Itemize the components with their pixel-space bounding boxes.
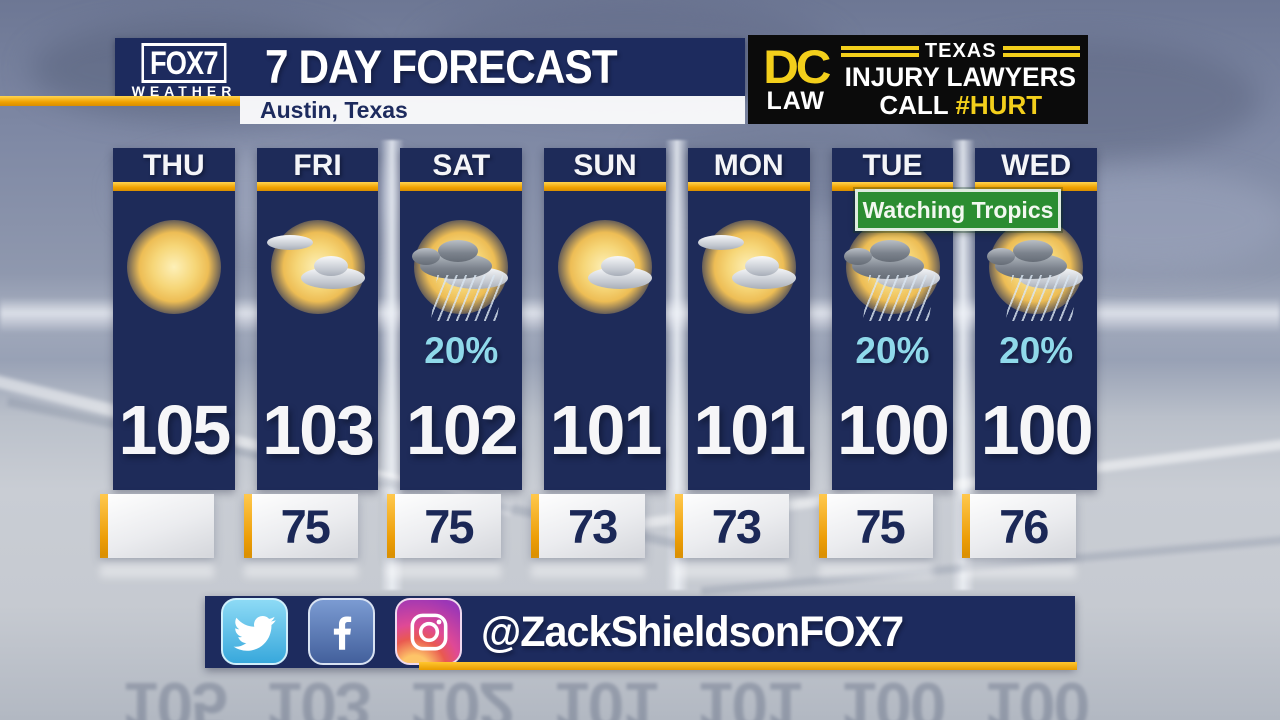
low-box-reflection (100, 562, 214, 578)
sponsor-hashtag: #HURT (955, 90, 1043, 120)
location-strip: Austin, Texas (240, 96, 745, 124)
partly-cloudy-icon (688, 211, 810, 329)
sponsor-ad: DC LAW TEXAS INJURY LAWYERS CALL #HURT (748, 35, 1088, 124)
low-temp-box: 73 (674, 494, 789, 558)
gold-divider (113, 182, 235, 191)
high-temp: 101 (549, 390, 663, 469)
scattered-storms-icon (400, 211, 522, 329)
sunny-icon (113, 211, 235, 329)
low-temp: 76 (999, 499, 1049, 553)
precip-chance: 20% (855, 330, 930, 371)
low-temp-box: 76 (962, 494, 1077, 558)
day-label: WED (1001, 149, 1072, 182)
gold-divider (831, 182, 954, 191)
high-temp: 102 (405, 390, 519, 469)
gold-divider (544, 182, 666, 191)
low-temp: 75 (280, 499, 331, 553)
watching-tropics-label: Watching Tropics (862, 196, 1054, 223)
low-temp-box: 75 (818, 494, 933, 558)
low-box-reflection (531, 562, 646, 578)
day-label: THU (143, 149, 205, 182)
low-temp-box: 75 (243, 494, 358, 558)
facebook-icon (308, 598, 375, 665)
instagram-icon (395, 598, 462, 665)
precip-chance: 20% (424, 330, 499, 371)
social-bar: @ZackShieldsonFOX7 (205, 596, 1077, 670)
high-temp: 101 (693, 390, 806, 469)
low-box-reflection (674, 562, 789, 578)
gold-divider (400, 182, 523, 191)
low-temp: 75 (424, 499, 474, 553)
low-temp (108, 494, 214, 558)
high-temp: 103 (262, 390, 375, 469)
forecast-column-sat: SAT 20% 102 75 (387, 148, 523, 578)
forecast-column-fri: FRI 103 75 (243, 148, 379, 578)
gold-bars-right (1002, 46, 1081, 57)
sponsor-region-row: TEXAS (841, 40, 1081, 63)
reflected-high-temp: 100 (984, 669, 1089, 720)
gold-divider (975, 182, 1098, 191)
scattered-storms-icon (832, 211, 954, 329)
page-title: 7 DAY FORECAST (265, 40, 618, 93)
sponsor-logo-bottom: LAW (766, 87, 825, 115)
header-banner: FOX7 WEATHER 7 DAY FORECAST (115, 38, 745, 99)
low-box-reflection (243, 562, 358, 578)
day-label: TUE (862, 149, 923, 182)
low-temp-box: 75 (387, 494, 502, 558)
low-box-reflection (818, 562, 933, 578)
day-label: SAT (432, 149, 491, 182)
twitter-icon (221, 598, 288, 665)
sponsor-tagline: INJURY LAWYERS (845, 62, 1077, 92)
low-box-reflection (387, 562, 502, 578)
precip-chance (257, 329, 379, 373)
day-label: SUN (573, 149, 637, 182)
sponsor-logo: DC LAW (756, 40, 835, 119)
scattered-storms-icon (975, 211, 1097, 329)
low-temp: 73 (568, 499, 618, 553)
precip-chance (113, 329, 235, 373)
station-logo: FOX7 WEATHER (125, 43, 243, 99)
low-box-reflection (962, 562, 1077, 578)
forecast-column-thu: THU 105 (100, 148, 235, 578)
high-temp: 100 (837, 390, 950, 469)
gold-divider (687, 182, 810, 191)
forecast-column-sun: SUN 101 73 (531, 148, 666, 578)
low-temp-box (100, 494, 214, 558)
sponsor-region: TEXAS (924, 40, 997, 62)
gold-divider (256, 182, 379, 191)
day-label: FRI (293, 149, 342, 182)
sponsor-call-row: CALL #HURT (879, 92, 1042, 119)
reflected-high-temp: 101 (696, 669, 801, 720)
partly-cloudy-icon (257, 211, 379, 329)
sponsor-text: TEXAS INJURY LAWYERS CALL #HURT (841, 40, 1081, 119)
high-temp: 100 (980, 390, 1094, 469)
station-logo-text: FOX7 (141, 43, 227, 83)
day-label: MON (713, 149, 784, 182)
forecast-column-mon: MON 101 73 (674, 148, 810, 578)
temp-reflection: 105 103 102 101 101 100 100 (113, 669, 1097, 720)
precip-chance (544, 329, 666, 373)
header-gold-stripe (0, 96, 240, 106)
sponsor-logo-top: DC (763, 40, 831, 93)
reflected-high-temp: 100 (840, 669, 945, 720)
low-temp: 75 (855, 499, 905, 553)
social-gold-underline (419, 662, 1077, 670)
watching-tropics-badge: Watching Tropics (855, 189, 1061, 231)
social-handle: @ZackShieldsonFOX7 (481, 608, 904, 656)
low-temp: 73 (711, 499, 762, 553)
high-temp: 105 (118, 390, 231, 469)
low-temp-box: 73 (531, 494, 646, 558)
mostly-sunny-icon (544, 211, 666, 329)
reflected-high-temp: 103 (265, 669, 370, 720)
reflected-high-temp: 105 (121, 669, 226, 720)
reflected-high-temp: 102 (409, 669, 514, 720)
location-label: Austin, Texas (260, 97, 408, 123)
station-logo-subtext: WEATHER (131, 83, 237, 99)
sponsor-call: CALL (879, 90, 949, 120)
precip-chance: 20% (999, 330, 1074, 371)
precip-chance (688, 329, 810, 373)
reflected-high-temp: 101 (552, 669, 658, 720)
gold-bars-left (841, 46, 919, 57)
